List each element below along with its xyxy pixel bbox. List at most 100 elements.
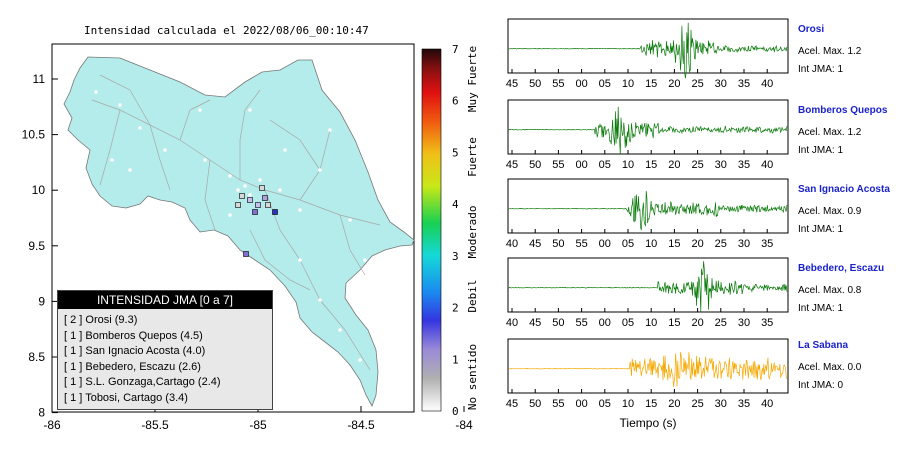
legend-level: [ 1 ] bbox=[64, 345, 83, 358]
legend-level: [ 2 ] bbox=[64, 314, 83, 326]
trace-tick-label: 50 bbox=[529, 398, 541, 410]
town-dot bbox=[348, 218, 352, 222]
legend-level: [ 1 ] bbox=[64, 360, 83, 373]
station-markers bbox=[235, 185, 278, 257]
legend-level: [ 1 ] bbox=[64, 329, 83, 342]
town-markers bbox=[94, 90, 367, 362]
acel-max: Acel. Max. 1.2 bbox=[798, 127, 862, 138]
y-tick-label: 8 bbox=[38, 406, 45, 420]
station-marker bbox=[252, 209, 258, 215]
road bbox=[99, 109, 121, 186]
trace-tick-label: 35 bbox=[761, 317, 773, 329]
waveform bbox=[508, 106, 788, 155]
trace-tick-label: 30 bbox=[715, 159, 727, 171]
legend-label: Bomberos Quepos (4.5) bbox=[82, 329, 203, 342]
station-info: Bomberos Quepos Acel. Max. 1.2 Int JMA: 1 bbox=[798, 105, 887, 163]
trace-frame bbox=[507, 257, 789, 313]
trace-tick-label: 10 bbox=[622, 398, 634, 410]
colorbar-tick: 0 bbox=[452, 405, 459, 418]
x-tick-label: -85 bbox=[249, 418, 267, 432]
legend-label: Bebedero, Escazu (2.6) bbox=[82, 360, 201, 373]
x-tick-label: -84.5 bbox=[347, 418, 375, 432]
station-name: Bomberos Quepos bbox=[798, 105, 888, 116]
legend-item: [ 2 ] Orosi (9.3) bbox=[64, 313, 272, 329]
trace-tick-label: 45 bbox=[506, 159, 518, 171]
trace-tick-label: 00 bbox=[575, 159, 587, 171]
trace-tick-label: 05 bbox=[599, 159, 611, 171]
colorbar-labels: Muy Fuerte Fuerte Moderado Debil No sentido bbox=[466, 46, 479, 410]
town-dot bbox=[258, 178, 262, 182]
trace-tick-label: 15 bbox=[668, 317, 680, 329]
town-dot bbox=[168, 208, 172, 212]
road bbox=[269, 119, 321, 171]
colorbar-tick: 3 bbox=[452, 250, 459, 263]
trace-tick-label: 25 bbox=[715, 238, 727, 250]
colorbar-tick: 5 bbox=[452, 146, 459, 159]
trace-tick-label: 40 bbox=[761, 78, 773, 90]
trace-tick-label: 30 bbox=[715, 78, 727, 90]
station-info: San Ignacio Acosta Acel. Max. 0.9 Int JMA:… bbox=[798, 184, 890, 242]
trace-0: 45 50 55 00 05 10 15 20 25 30 35 40 bbox=[506, 18, 789, 90]
trace-tick-label: 50 bbox=[529, 159, 541, 171]
town-dot bbox=[338, 328, 342, 332]
station-name: Bebedero, Escazu bbox=[798, 263, 885, 274]
trace-tick-label: 00 bbox=[575, 398, 587, 410]
trace-4: 45 50 55 00 05 10 15 20 25 30 35 40 bbox=[506, 338, 789, 410]
town-dot bbox=[318, 168, 322, 172]
intensity-legend: INTENSIDAD JMA [0 a 7] [ 2 ] Orosi (9.3)… bbox=[57, 290, 273, 410]
town-dot bbox=[228, 174, 232, 178]
colorbar-tick: 2 bbox=[452, 302, 459, 315]
y-tick-label: 9 bbox=[38, 294, 45, 308]
legend-item: [ 1 ] Bomberos Quepos (4.5) bbox=[64, 329, 272, 345]
station-marker bbox=[235, 202, 241, 208]
trace-tick-label: 25 bbox=[691, 78, 703, 90]
legend-item: [ 1 ] Bebedero, Escazu (2.6) bbox=[64, 360, 272, 376]
trace-tick-label: 40 bbox=[761, 159, 773, 171]
colorbar-label: Moderado bbox=[466, 206, 479, 259]
x-tick-label: -85.5 bbox=[141, 418, 169, 432]
station-info: La Sabana Acel. Max. 0.0 Int JMA: 0 bbox=[798, 340, 861, 398]
legend-level: [ 1 ] bbox=[64, 391, 83, 404]
trace-tick-label: 10 bbox=[622, 78, 634, 90]
trace-tick-label: 00 bbox=[599, 238, 611, 250]
trace-tick-label: 55 bbox=[552, 398, 564, 410]
trace-tick-label: 20 bbox=[668, 78, 680, 90]
station-name: La Sabana bbox=[798, 340, 849, 351]
map-title: Intensidad calculada el 2022/08/06_00:10… bbox=[84, 24, 369, 37]
trace-tick-label: 05 bbox=[599, 398, 611, 410]
trace-tick-label: 15 bbox=[668, 238, 680, 250]
town-dot bbox=[110, 158, 114, 162]
colorbar-label: No sentido bbox=[466, 344, 479, 410]
town-dot bbox=[198, 108, 202, 112]
legend-item: [ 1 ] S.L. Gonzaga,Cartago (2.4) bbox=[64, 375, 272, 391]
station-marker bbox=[255, 202, 261, 208]
trace-tick-label: 50 bbox=[552, 238, 564, 250]
trace-tick-label: 30 bbox=[738, 238, 750, 250]
town-dot bbox=[283, 148, 287, 152]
legend-item: [ 1 ] San Ignacio Acosta (4.0) bbox=[64, 344, 272, 360]
town-dot bbox=[94, 90, 98, 94]
intensity-colorbar bbox=[421, 48, 442, 412]
trace-tick-label: 40 bbox=[506, 317, 518, 329]
trace-tick-label: 55 bbox=[552, 78, 564, 90]
station-info: Orosi Acel. Max. 1.2 Int JMA: 1 bbox=[798, 24, 861, 82]
town-dot bbox=[228, 213, 232, 217]
town-dot bbox=[363, 258, 367, 262]
town-dot bbox=[243, 184, 247, 188]
trace-3: 40 45 50 55 00 05 10 15 20 25 30 35 bbox=[506, 257, 789, 329]
waveform bbox=[508, 352, 788, 387]
trace-tick-label: 50 bbox=[552, 317, 564, 329]
int-jma: Int JMA: 1 bbox=[798, 224, 844, 235]
x-tick-label: -86 bbox=[43, 418, 61, 432]
trace-tick-label: 45 bbox=[506, 398, 518, 410]
trace-tick-label: 25 bbox=[691, 398, 703, 410]
colorbar-label: Debil bbox=[466, 279, 479, 312]
town-dot bbox=[328, 128, 332, 132]
trace-tick-label: 45 bbox=[506, 78, 518, 90]
acel-max: Acel. Max. 0.0 bbox=[798, 362, 862, 373]
map-y-ticks: 11 10.5 10 9.5 9 8.5 8 bbox=[22, 72, 58, 420]
y-tick-label: 9.5 bbox=[28, 239, 45, 253]
waveform bbox=[508, 190, 788, 231]
station-marker bbox=[243, 251, 249, 257]
town-dot bbox=[298, 208, 302, 212]
